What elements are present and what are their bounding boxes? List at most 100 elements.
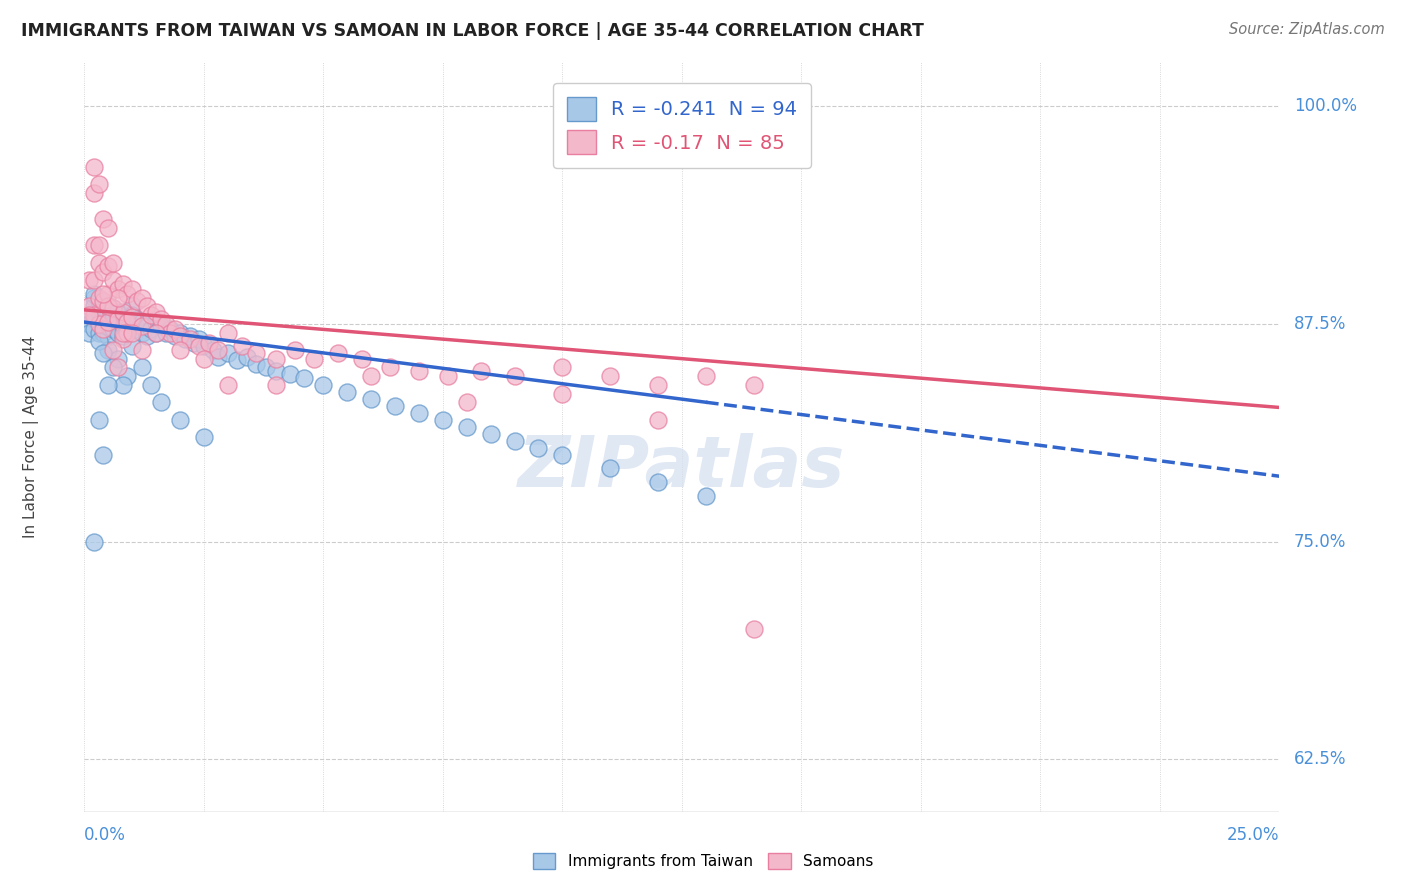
Point [456, 395, 478, 409]
Point [77, 317, 100, 331]
Point [135, 299, 157, 313]
Point [101, 301, 124, 315]
Point [117, 322, 139, 336]
Point [193, 351, 215, 366]
Point [97, 318, 120, 333]
Point [169, 412, 191, 426]
Point [165, 322, 187, 336]
Point [207, 350, 229, 364]
Point [97, 315, 120, 329]
Point [101, 322, 124, 336]
Point [121, 310, 143, 324]
Point [131, 326, 153, 340]
Point [695, 489, 717, 503]
Point [93, 326, 115, 340]
Text: ZIPatlas: ZIPatlas [519, 433, 845, 501]
Point [77, 299, 100, 313]
Text: 25.0%: 25.0% [1227, 826, 1279, 844]
Point [197, 336, 219, 351]
Point [77, 326, 100, 340]
Text: In Labor Force | Age 35-44: In Labor Force | Age 35-44 [22, 336, 38, 538]
Point [179, 333, 201, 347]
Point [336, 384, 359, 399]
Point [284, 343, 307, 357]
Point [169, 329, 191, 343]
Point [695, 369, 717, 384]
Point [117, 287, 139, 301]
Text: 100.0%: 100.0% [1294, 97, 1357, 115]
Point [202, 343, 225, 357]
Point [245, 357, 267, 371]
Point [599, 461, 621, 475]
Point [93, 294, 115, 309]
Point [503, 369, 526, 384]
Point [436, 369, 458, 384]
Point [97, 221, 120, 235]
Point [503, 434, 526, 448]
Point [87, 238, 110, 252]
Point [217, 377, 239, 392]
Point [245, 346, 267, 360]
Point [77, 273, 100, 287]
Point [83, 534, 105, 549]
Text: Source: ZipAtlas.com: Source: ZipAtlas.com [1229, 22, 1385, 37]
Point [188, 339, 211, 353]
Point [141, 377, 163, 392]
Point [111, 318, 134, 333]
Point [117, 315, 139, 329]
Point [360, 392, 382, 406]
Text: 87.5%: 87.5% [1294, 315, 1346, 333]
Point [97, 343, 120, 357]
Point [231, 339, 253, 353]
Point [408, 364, 430, 378]
Point [131, 291, 153, 305]
Point [83, 322, 105, 336]
Point [121, 298, 143, 312]
Point [432, 412, 454, 426]
Point [121, 318, 143, 333]
Point [87, 412, 110, 426]
Point [117, 326, 139, 340]
Point [107, 351, 129, 366]
Point [121, 339, 143, 353]
Point [111, 308, 134, 322]
Point [101, 301, 124, 315]
Point [155, 326, 177, 340]
Point [145, 326, 167, 340]
Point [87, 315, 110, 329]
Point [145, 326, 167, 340]
Point [97, 299, 120, 313]
Point [217, 326, 239, 340]
Point [111, 329, 134, 343]
Point [527, 441, 550, 455]
Point [179, 329, 201, 343]
Point [87, 334, 110, 349]
Point [264, 351, 287, 366]
Point [107, 326, 129, 340]
Point [131, 315, 153, 329]
Point [141, 322, 163, 336]
Point [107, 360, 129, 375]
Point [193, 430, 215, 444]
Point [647, 475, 669, 490]
Point [93, 315, 115, 329]
Point [207, 343, 229, 357]
Point [87, 291, 110, 305]
Point [83, 308, 105, 322]
Point [302, 351, 325, 366]
Point [101, 256, 124, 270]
Point [226, 353, 249, 368]
Point [131, 360, 153, 375]
Point [121, 308, 143, 322]
Point [236, 350, 259, 364]
Point [145, 304, 167, 318]
Point [408, 406, 430, 420]
Point [125, 311, 148, 326]
Point [87, 294, 110, 309]
Point [83, 273, 105, 287]
Point [101, 343, 124, 357]
Point [111, 326, 134, 340]
Point [599, 369, 621, 384]
Point [742, 377, 765, 392]
Point [87, 317, 110, 331]
